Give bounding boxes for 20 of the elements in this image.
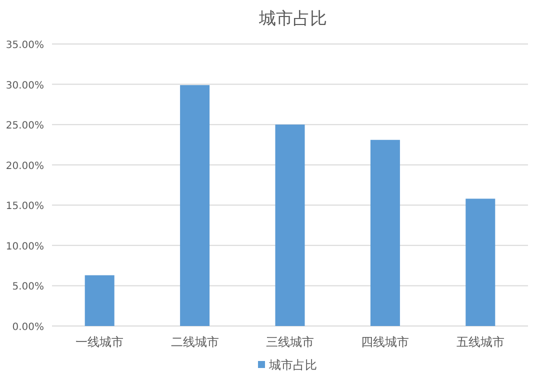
legend-label: 城市占比 [268,358,317,372]
x-tick-label: 四线城市 [361,335,410,349]
y-tick-label: 30.00% [6,80,44,92]
bar [84,275,114,326]
y-tick-label: 0.00% [12,322,44,333]
x-tick-label: 三线城市 [266,335,314,349]
x-tick-label: 一线城市 [76,335,124,349]
y-tick-label: 15.00% [6,201,44,212]
y-tick-label: 35.00% [6,40,44,51]
y-tick-label: 20.00% [6,160,44,172]
chart-title: 城市占比 [258,9,327,29]
y-tick-label: 5.00% [12,282,44,293]
y-tick-label: 25.00% [6,120,44,132]
x-tick-label: 二线城市 [170,335,219,349]
x-tick-label: 五线城市 [456,335,504,349]
y-tick-label: 10.00% [6,241,44,252]
bar [275,124,305,326]
bar [466,198,496,326]
bar [370,140,400,326]
bar [180,85,210,326]
